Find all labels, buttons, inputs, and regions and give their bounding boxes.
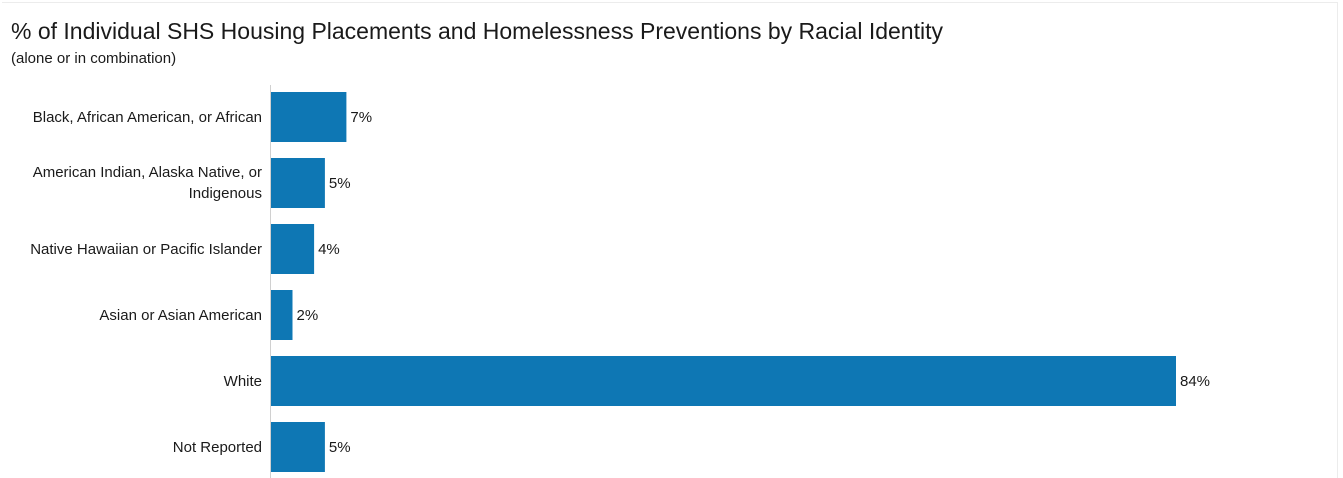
bar: [271, 158, 325, 208]
data-label: 7%: [350, 109, 372, 126]
category-label: American Indian, Alaska Native, or Indig…: [32, 164, 262, 202]
chart-title: % of Individual SHS Housing Placements a…: [11, 18, 943, 44]
category-label: Native Hawaiian or Pacific Islander: [30, 240, 262, 258]
category-label: White: [223, 372, 262, 390]
category-label: Asian or Asian American: [99, 306, 262, 324]
bar: [271, 290, 293, 340]
bar: [271, 422, 325, 472]
bar: [271, 356, 1176, 406]
category-label: Black, African American, or African: [32, 108, 262, 126]
bar: [271, 92, 347, 142]
chart-subtitle: (alone or in combination): [11, 50, 177, 67]
data-label: 4%: [318, 241, 340, 258]
bar: [271, 224, 315, 274]
data-label: 84%: [1180, 373, 1210, 390]
category-label: Not Reported: [172, 438, 262, 456]
data-label: 5%: [329, 175, 351, 192]
data-label: 2%: [297, 307, 319, 324]
data-label: 5%: [329, 439, 351, 456]
